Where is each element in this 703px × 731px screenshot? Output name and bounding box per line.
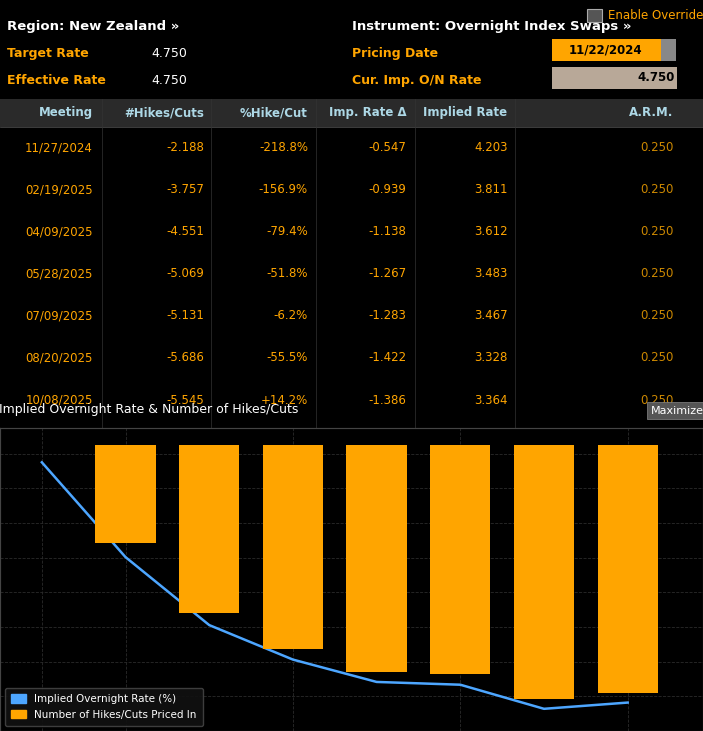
Text: -5.131: -5.131 [166, 309, 204, 322]
Text: 11/27/2024: 11/27/2024 [25, 141, 93, 154]
Text: 04/09/2025: 04/09/2025 [25, 225, 93, 238]
Text: -1.138: -1.138 [368, 225, 406, 238]
Text: -0.939: -0.939 [368, 183, 406, 196]
Bar [514, 445, 574, 699]
Bar [598, 445, 658, 693]
Text: -55.5%: -55.5% [266, 352, 308, 365]
Text: 05/28/2025: 05/28/2025 [25, 268, 93, 281]
Text: 02/19/2025: 02/19/2025 [25, 183, 93, 196]
Bar [587, 9, 602, 22]
Text: 4.203: 4.203 [474, 141, 508, 154]
Text: Imp. Rate Δ: Imp. Rate Δ [329, 106, 406, 119]
Text: 3.483: 3.483 [475, 268, 508, 281]
Text: -5.686: -5.686 [166, 352, 204, 365]
Text: 0.250: 0.250 [640, 225, 673, 238]
Text: -218.8%: -218.8% [259, 141, 308, 154]
Text: Enable Overrides: Enable Overrides [608, 9, 703, 22]
FancyBboxPatch shape [552, 39, 661, 61]
Bar [96, 445, 155, 543]
Text: -1.283: -1.283 [368, 309, 406, 322]
Text: 0.250: 0.250 [640, 309, 673, 322]
FancyBboxPatch shape [552, 67, 677, 89]
Text: 10/08/2025: 10/08/2025 [25, 393, 93, 406]
Text: -3.757: -3.757 [166, 183, 204, 196]
Text: 0.250: 0.250 [640, 141, 673, 154]
Text: Implied Rate: Implied Rate [423, 106, 508, 119]
Text: -0.547: -0.547 [368, 141, 406, 154]
Bar [347, 445, 407, 672]
Text: 3.612: 3.612 [474, 225, 508, 238]
Text: Instrument: Overnight Index Swaps »: Instrument: Overnight Index Swaps » [352, 20, 631, 33]
Text: Maximize: Maximize [651, 406, 703, 415]
Text: -5.545: -5.545 [166, 393, 204, 406]
Text: 0.250: 0.250 [640, 352, 673, 365]
Text: 11/22/2024: 11/22/2024 [569, 44, 643, 57]
Bar [430, 445, 491, 675]
Text: 08/20/2025: 08/20/2025 [25, 352, 93, 365]
FancyBboxPatch shape [661, 39, 676, 61]
Text: 3.328: 3.328 [475, 352, 508, 365]
Text: Pricing Date: Pricing Date [352, 48, 438, 61]
Text: Effective Rate: Effective Rate [7, 74, 106, 87]
Text: 0.250: 0.250 [640, 183, 673, 196]
Text: Region: New Zealand »: Region: New Zealand » [7, 20, 179, 33]
Text: 07/09/2025: 07/09/2025 [25, 309, 93, 322]
Text: Implied Overnight Rate & Number of Hikes/Cuts: Implied Overnight Rate & Number of Hikes… [0, 403, 299, 415]
Text: -79.4%: -79.4% [266, 225, 308, 238]
Text: -156.9%: -156.9% [259, 183, 308, 196]
Text: -1.267: -1.267 [368, 268, 406, 281]
Bar [0, 99, 703, 126]
Text: 3.467: 3.467 [474, 309, 508, 322]
Text: 3.811: 3.811 [474, 183, 508, 196]
Text: -5.069: -5.069 [166, 268, 204, 281]
Text: +14.2%: +14.2% [261, 393, 308, 406]
Text: -51.8%: -51.8% [266, 268, 308, 281]
Text: 4.750: 4.750 [638, 72, 675, 85]
Text: %Hike/Cut: %Hike/Cut [240, 106, 308, 119]
Text: -6.2%: -6.2% [273, 309, 308, 322]
Text: Cur. Imp. O/N Rate: Cur. Imp. O/N Rate [352, 74, 481, 87]
Text: Target Rate: Target Rate [7, 48, 89, 61]
Bar [179, 445, 239, 613]
Text: Meeting: Meeting [39, 106, 93, 119]
Text: -2.188: -2.188 [166, 141, 204, 154]
Text: -1.422: -1.422 [368, 352, 406, 365]
Text: 4.750: 4.750 [151, 48, 187, 61]
Text: #Hikes/Cuts: #Hikes/Cuts [124, 106, 204, 119]
Text: 3.364: 3.364 [474, 393, 508, 406]
Bar [263, 445, 323, 648]
Text: 4.750: 4.750 [151, 74, 187, 87]
Text: -4.551: -4.551 [166, 225, 204, 238]
Text: 0.250: 0.250 [640, 268, 673, 281]
Text: A.R.M.: A.R.M. [629, 106, 673, 119]
Text: 0.250: 0.250 [640, 393, 673, 406]
Legend: Implied Overnight Rate (%), Number of Hikes/Cuts Priced In: Implied Overnight Rate (%), Number of Hi… [5, 688, 203, 726]
Text: -1.386: -1.386 [368, 393, 406, 406]
